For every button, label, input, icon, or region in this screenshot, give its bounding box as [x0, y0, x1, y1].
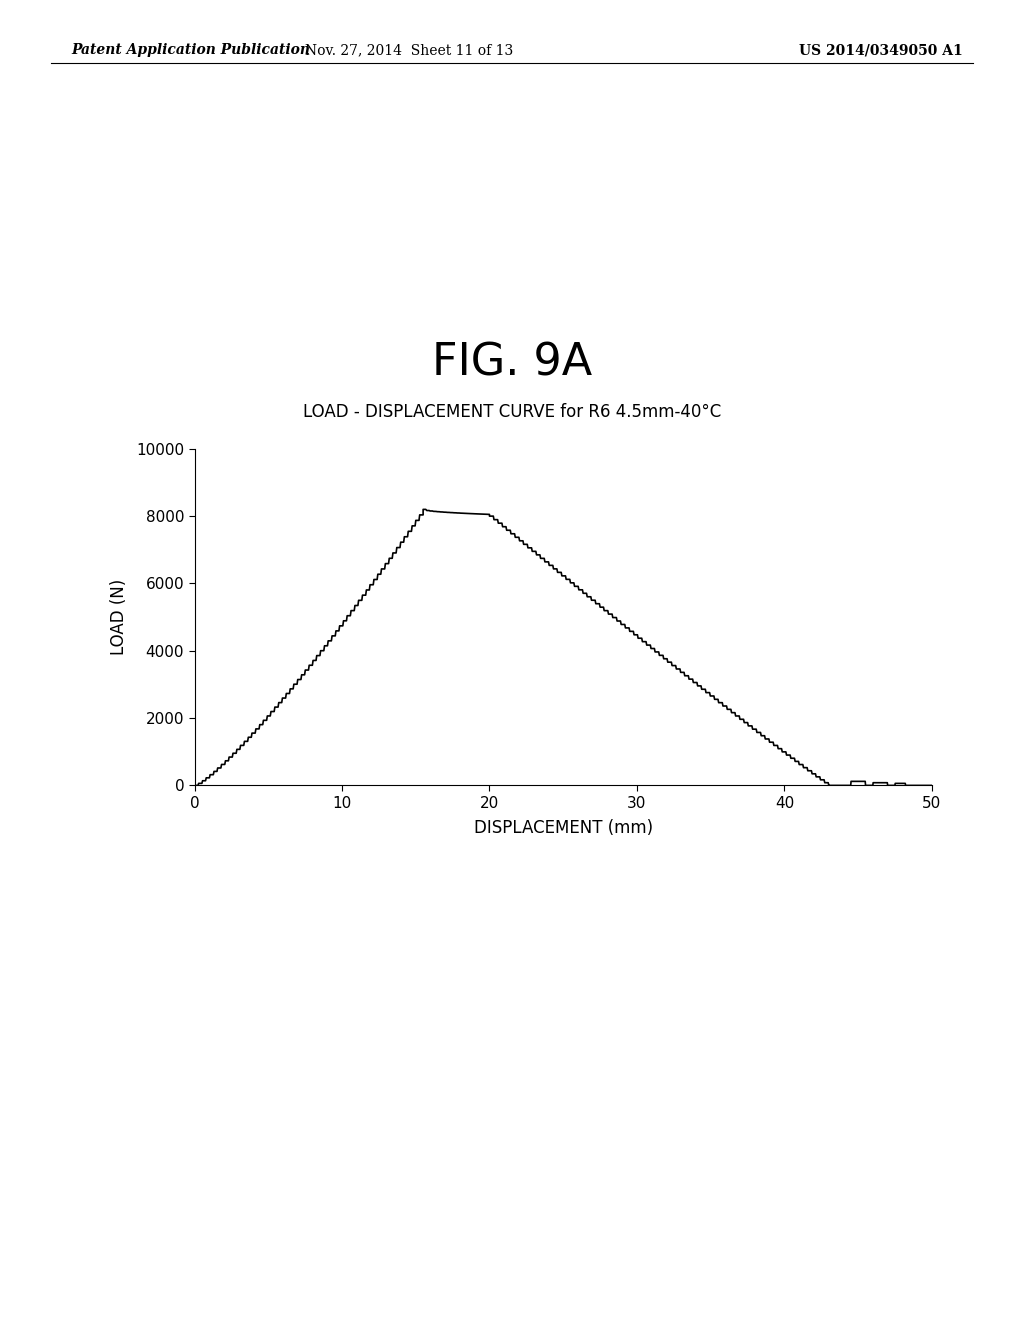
Y-axis label: LOAD (N): LOAD (N) — [110, 579, 128, 655]
Text: FIG. 9A: FIG. 9A — [432, 342, 592, 384]
Text: LOAD - DISPLACEMENT CURVE for R6 4.5mm-40°C: LOAD - DISPLACEMENT CURVE for R6 4.5mm-4… — [303, 403, 721, 421]
X-axis label: DISPLACEMENT (mm): DISPLACEMENT (mm) — [474, 820, 652, 837]
Text: US 2014/0349050 A1: US 2014/0349050 A1 — [799, 44, 963, 57]
Text: Nov. 27, 2014  Sheet 11 of 13: Nov. 27, 2014 Sheet 11 of 13 — [305, 44, 514, 57]
Text: Patent Application Publication: Patent Application Publication — [72, 44, 310, 57]
